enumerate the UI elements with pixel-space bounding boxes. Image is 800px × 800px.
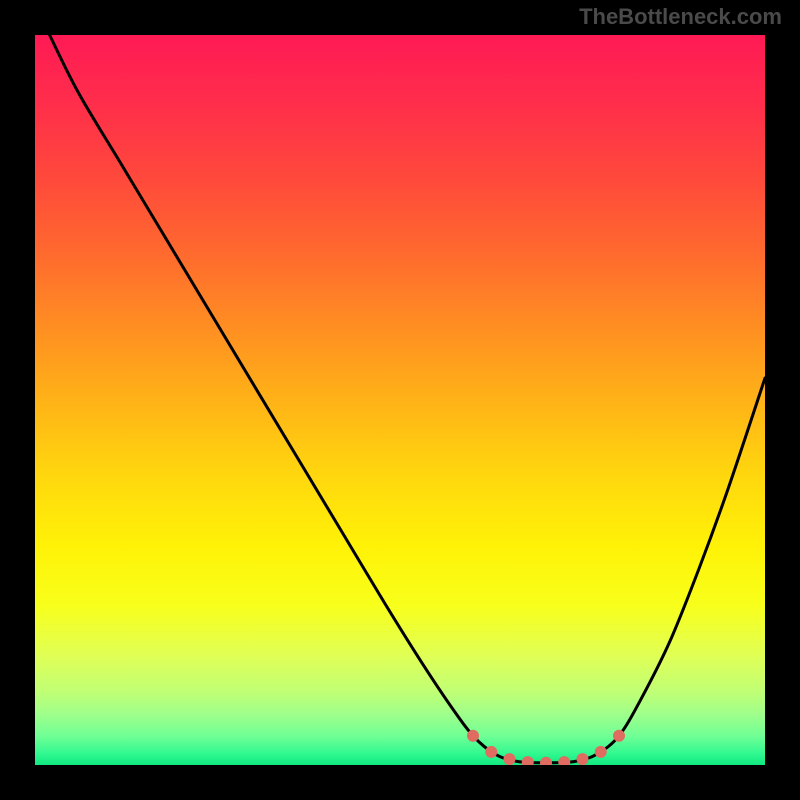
optimal-marker [577,753,589,765]
optimal-marker [467,730,479,742]
plot-area [35,35,765,765]
chart-container: TheBottleneck.com [0,0,800,800]
optimal-marker [485,746,497,758]
optimal-marker [595,746,607,758]
optimal-marker [522,756,534,765]
bottleneck-curve [35,35,765,765]
optimal-marker [613,730,625,742]
optimal-marker [504,753,516,765]
attribution-label: TheBottleneck.com [579,4,782,30]
optimal-marker [540,757,552,765]
curve-path [50,35,765,763]
marker-group [467,730,625,765]
optimal-marker [558,756,570,765]
